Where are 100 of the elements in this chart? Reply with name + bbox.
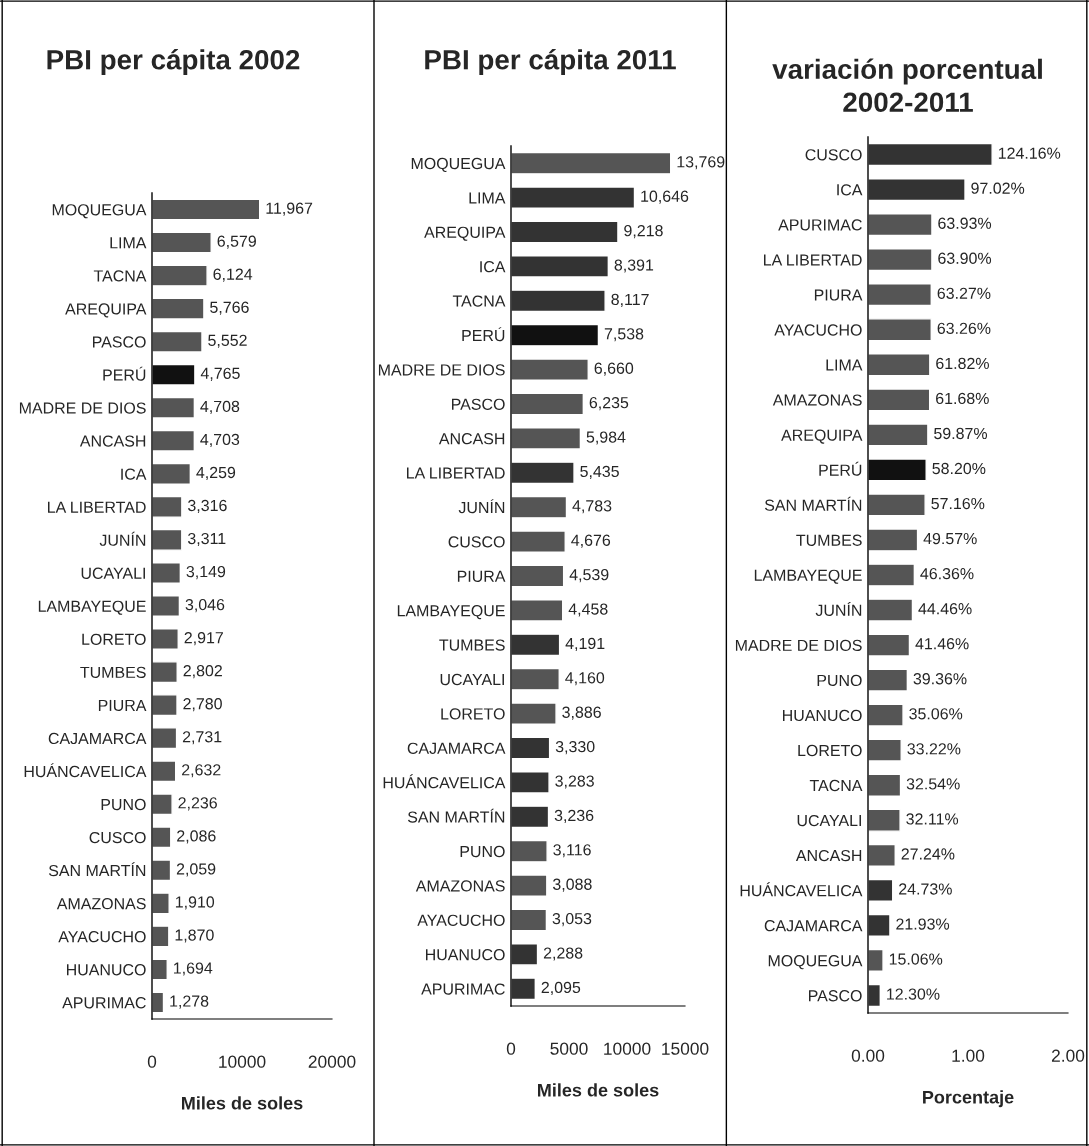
bar (868, 353, 931, 377)
bar (511, 289, 606, 313)
data-label: 1,278 (170, 995, 209, 1009)
bar (511, 392, 585, 416)
data-label: 3,236 (554, 809, 594, 823)
y-tick-label: PASCO (452, 398, 505, 410)
y-tick-label: AREQUIPA (65, 303, 147, 318)
y-tick-label: PUNO (460, 845, 505, 858)
y-tick-label: JUNÍN (815, 601, 862, 616)
y-tick-label: LORETO (441, 708, 505, 720)
bar (868, 388, 931, 412)
y-tick-label: MOQUEGUA (768, 955, 863, 970)
bar (511, 151, 672, 175)
y-tick-label: SAN MARTÍN (48, 862, 146, 877)
data-label: 3,316 (188, 499, 227, 514)
bar (152, 793, 173, 816)
bar (511, 702, 557, 725)
y-tick-label: TUMBES (439, 639, 505, 651)
data-label: 2,731 (182, 731, 222, 745)
bar (868, 913, 891, 937)
data-label: 4,539 (569, 568, 609, 583)
data-label: 124.16% (998, 147, 1061, 159)
bar (868, 458, 927, 482)
data-label: 61.82% (936, 357, 989, 370)
y-tick-label: CAJAMARCA (48, 732, 147, 745)
y-tick-label: SAN MARTÍN (407, 808, 505, 823)
y-tick-label: TUMBES (796, 534, 862, 546)
bar (511, 461, 575, 485)
data-label: 59.87% (934, 427, 988, 440)
y-tick-label: ANCASH (795, 849, 862, 862)
bar (152, 595, 181, 617)
bar (511, 186, 636, 209)
y-tick-label: APURIMAC (62, 997, 146, 1009)
x-tick-label: 10000 (604, 1042, 651, 1055)
y-tick-label: AMAZONAS (415, 880, 505, 892)
data-label: 27.24% (901, 848, 955, 860)
bar (152, 958, 168, 981)
bar (152, 760, 177, 783)
y-tick-label: LAMBAYEQUE (38, 600, 146, 615)
x-axis-title: Miles de soles (538, 1083, 659, 1097)
bar (511, 599, 564, 622)
data-label: 2,917 (184, 632, 223, 646)
bar (511, 874, 548, 897)
data-label: 21.93% (896, 918, 950, 930)
y-tick-label: PIURA (814, 289, 863, 301)
bar (152, 264, 208, 287)
y-tick-label: LA LIBERTAD (48, 501, 146, 513)
bar (152, 528, 183, 551)
data-label: 9,218 (624, 224, 663, 239)
data-label: 1,910 (175, 896, 215, 910)
bar (152, 727, 178, 750)
data-label: 97.02% (971, 182, 1025, 194)
y-tick-label: PASCO (93, 336, 146, 348)
bar (152, 892, 170, 915)
bar (868, 948, 884, 972)
y-tick-label: CAJAMARCA (764, 920, 863, 932)
bar (868, 528, 919, 552)
bar (868, 283, 932, 307)
data-label: 10,646 (641, 190, 689, 204)
y-tick-label: MADRE DE DIOS (19, 402, 146, 414)
data-label: 39.36% (913, 673, 967, 685)
data-label: 63.27% (937, 287, 991, 299)
data-label: 2,095 (541, 981, 581, 995)
data-label: 2,780 (183, 698, 222, 712)
bar (511, 977, 536, 1001)
data-label: 3,149 (186, 565, 226, 580)
y-tick-label: UCAYALI (797, 814, 861, 827)
data-label: 4,783 (572, 500, 612, 514)
y-tick-label: AREQUIPA (424, 226, 506, 241)
bar (868, 703, 904, 727)
data-label: 4,676 (571, 534, 611, 548)
bar (152, 462, 192, 485)
y-tick-label: ICA (121, 468, 147, 480)
bar (152, 628, 179, 650)
bar (868, 843, 896, 867)
bar (511, 564, 565, 588)
y-tick-label: PERÚ (103, 366, 146, 381)
data-label: 5,984 (586, 431, 626, 445)
bar (152, 859, 172, 882)
y-tick-label: PIURA (457, 570, 506, 582)
data-label: 3,330 (555, 740, 595, 755)
y-tick-label: PERÚ (462, 327, 505, 342)
y-tick-label: JUNÍN (99, 531, 146, 546)
data-label: 13,769 (677, 156, 725, 170)
bar (152, 297, 205, 320)
data-label: 44.46% (918, 603, 972, 615)
x-axis-title: Porcentaje (923, 1090, 1014, 1108)
data-label: 57.16% (931, 497, 985, 510)
data-label: 35.06% (909, 708, 963, 720)
data-label: 12.30% (887, 988, 940, 1000)
y-tick-label: HUANUCO (426, 949, 505, 961)
bar (868, 633, 911, 657)
data-label: 5,552 (208, 334, 247, 348)
y-tick-label: LIMA (469, 192, 506, 204)
bar (868, 213, 933, 237)
bar (868, 493, 926, 517)
y-tick-label: CUSCO (89, 831, 146, 844)
x-tick-label: 20000 (308, 1055, 356, 1068)
data-label: 4,703 (200, 433, 240, 447)
bar (511, 495, 568, 519)
